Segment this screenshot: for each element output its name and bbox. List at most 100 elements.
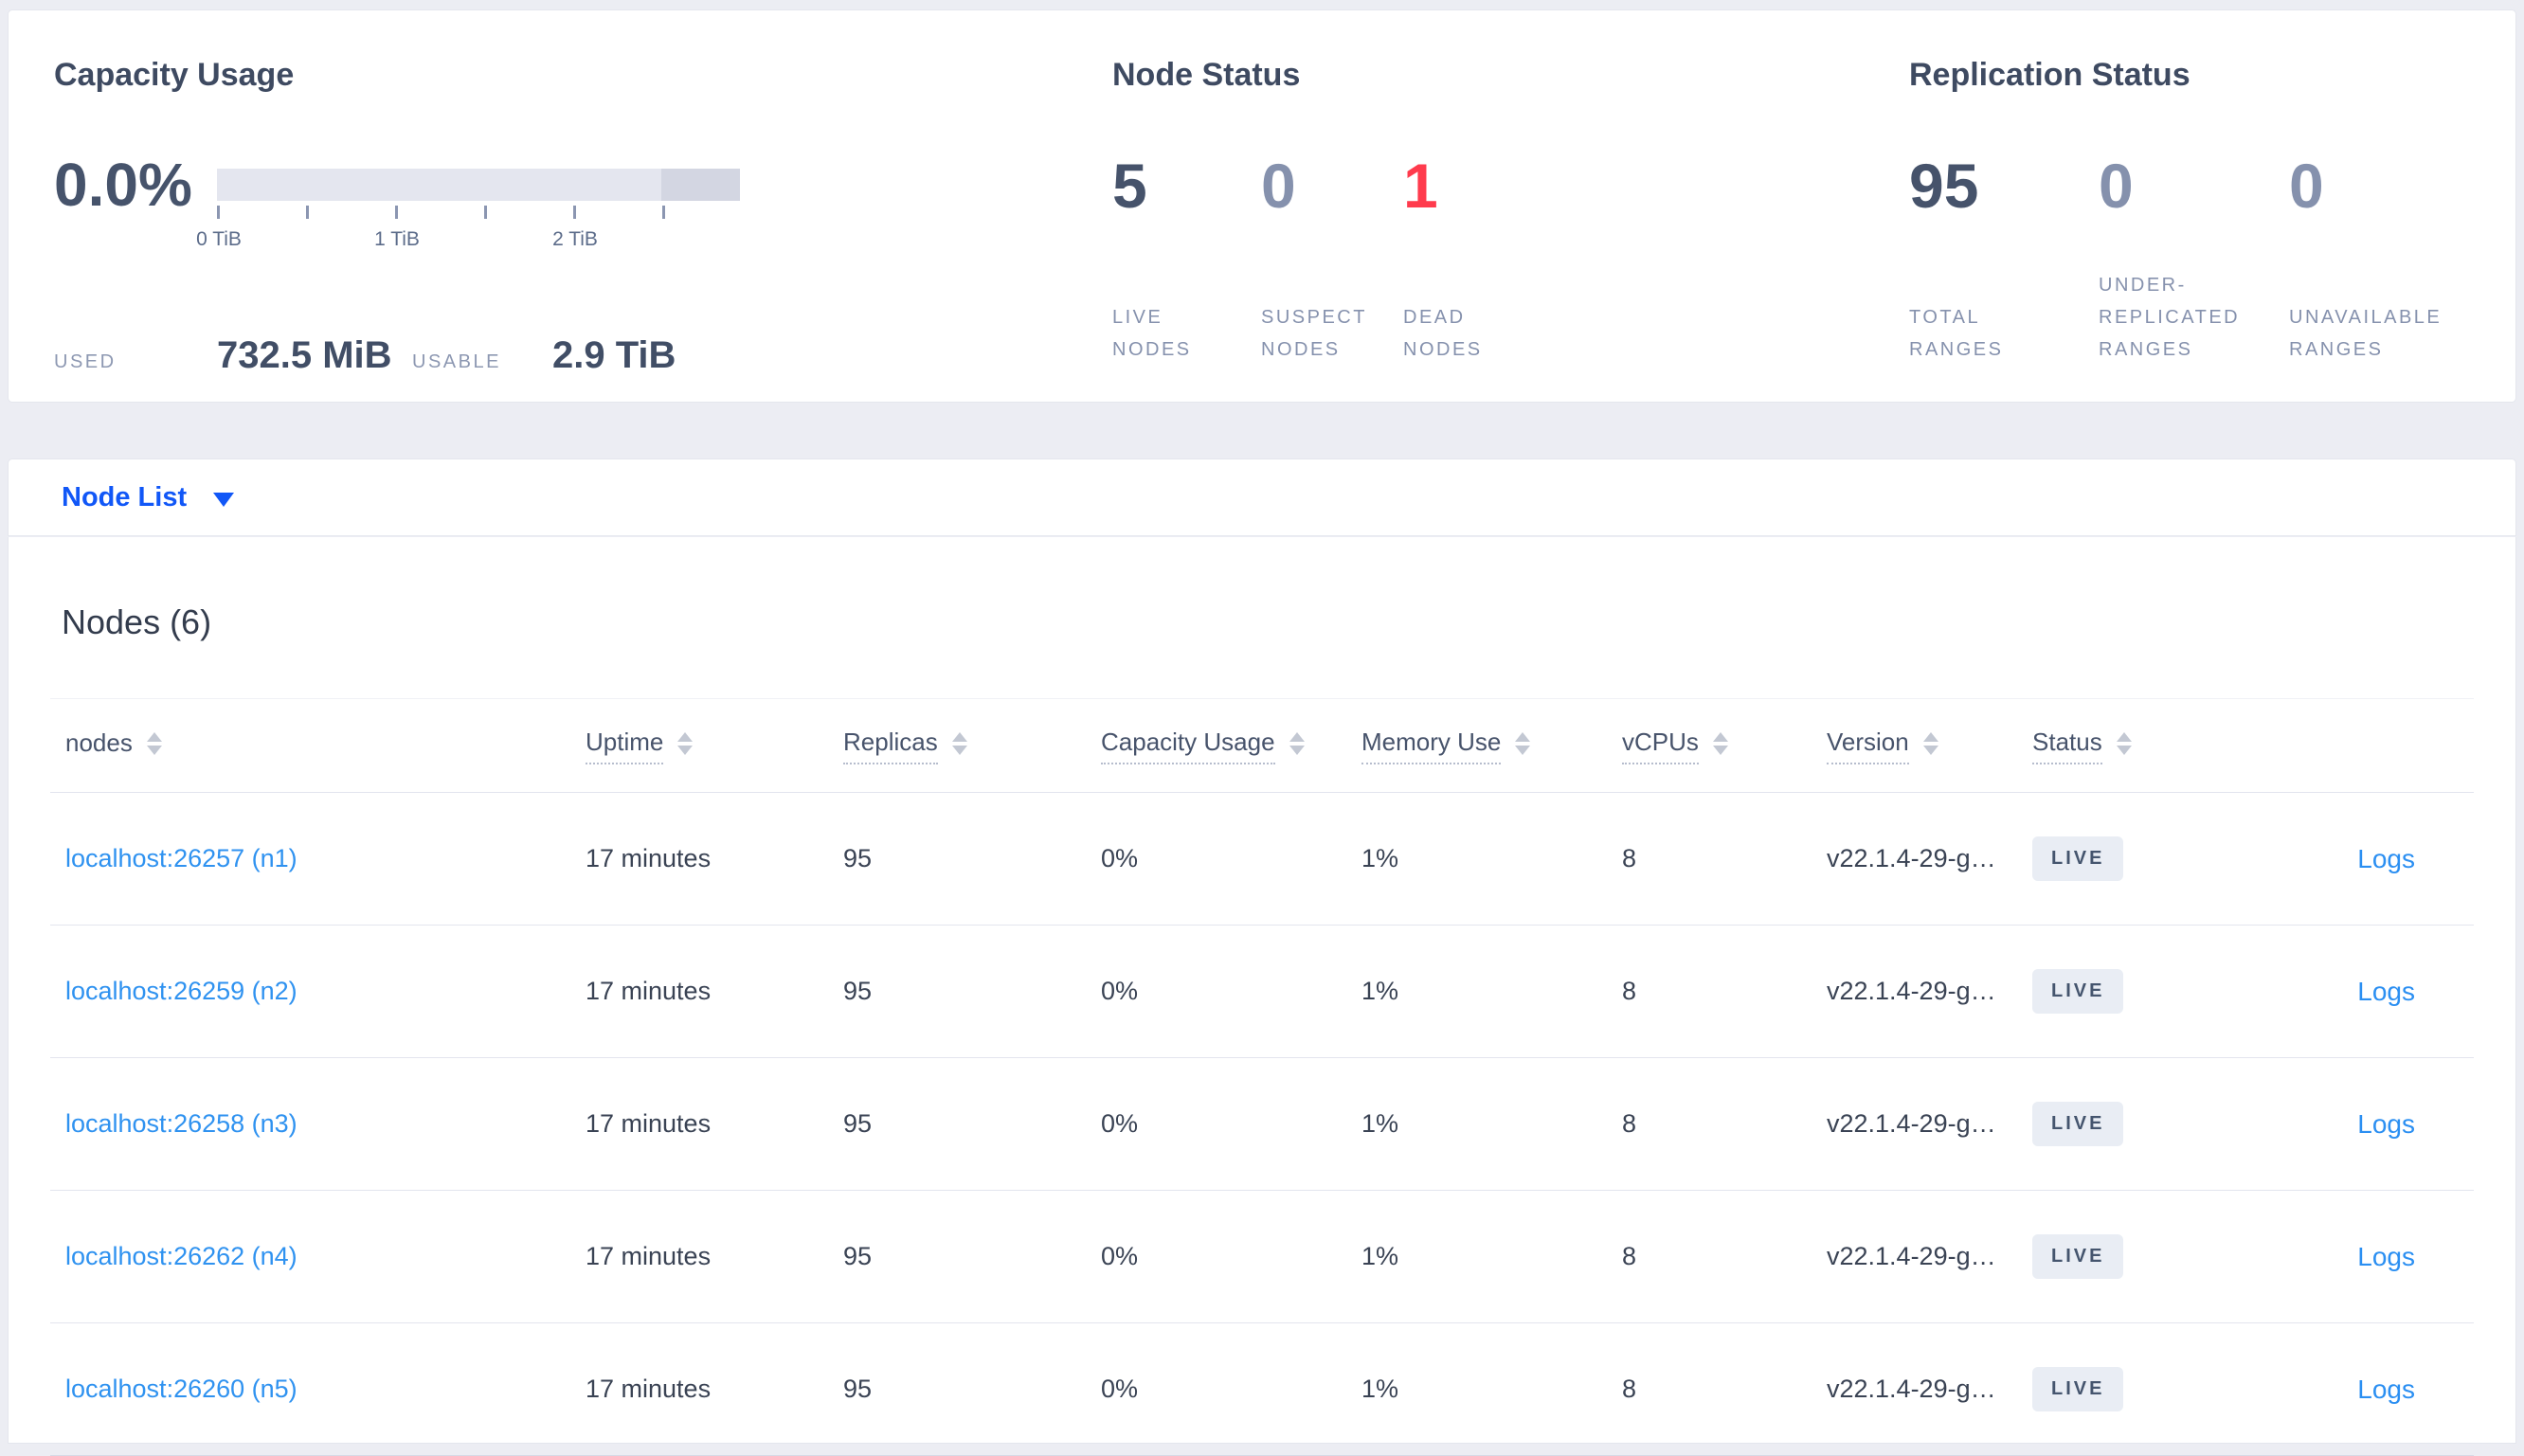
dead-nodes-count: 1 [1403, 151, 1438, 221]
view-selector-bar: Node List [8, 458, 2516, 536]
column-header-nodes[interactable]: nodes [50, 728, 570, 764]
capacity-bar [217, 169, 740, 201]
column-header-status[interactable]: Status [2017, 728, 2212, 764]
axis-label: 2 TiB [552, 228, 598, 250]
replicas-cell: 95 [843, 977, 873, 1005]
sort-icon [2116, 732, 2132, 755]
cluster-summary-card: Capacity Usage 0.0% 0 TiB 1 TiB [8, 9, 2516, 403]
version-cell: v22.1.4-29-g… [1827, 1375, 1996, 1403]
memory-cell: 1% [1361, 1375, 1399, 1403]
sort-icon [1289, 732, 1305, 755]
nodes-table-card: Nodes (6) nodes Uptime Replicas Capacity… [8, 537, 2516, 1456]
axis-label: 1 TiB [374, 228, 420, 250]
capacity-axis-labels: 0 TiB 1 TiB 2 TiB [196, 228, 740, 253]
uptime-cell: 17 minutes [586, 1109, 712, 1138]
sort-up-arrow [1712, 732, 1728, 742]
capacity-cell: 0% [1101, 1242, 1139, 1270]
column-header-vcpus[interactable]: vCPUs [1607, 728, 1812, 764]
vcpus-cell: 8 [1622, 977, 1637, 1005]
sort-down-arrow [1515, 746, 1531, 755]
logs-link[interactable]: Logs [2357, 1108, 2415, 1139]
under-replicated-ranges-label: UNDER-REPLICATED RANGES [2099, 275, 2241, 360]
axis-tick [573, 206, 576, 219]
replication-status-labels: TOTAL RANGES UNDER-REPLICATED RANGES UNA… [1909, 239, 2515, 366]
capacity-used-percent: 0.0% [54, 151, 192, 219]
axis-tick [484, 206, 487, 219]
capacity-used-usable-row: USED 732.5 MiB USABLE 2.9 TiB [54, 334, 1112, 377]
vcpus-cell: 8 [1622, 844, 1637, 872]
sort-icon [1712, 732, 1728, 755]
node-list-view-selector[interactable]: Node List [62, 481, 235, 513]
axis-tick [217, 206, 220, 219]
sort-down-arrow [2116, 746, 2132, 755]
replicas-cell: 95 [843, 1375, 873, 1403]
node-link[interactable]: localhost:26258 (n3) [65, 1109, 297, 1138]
column-header-memory-use[interactable]: Memory Use [1346, 728, 1607, 764]
vcpus-cell: 8 [1622, 1109, 1637, 1138]
table-row: localhost:26260 (n5) 17 minutes 95 0% 1%… [50, 1323, 2474, 1456]
table-row: localhost:26258 (n3) 17 minutes 95 0% 1%… [50, 1058, 2474, 1191]
vcpus-cell: 8 [1622, 1375, 1637, 1403]
capacity-usage-title: Capacity Usage [54, 57, 295, 93]
axis-tick [662, 206, 665, 219]
sort-icon [1922, 732, 1938, 755]
node-link[interactable]: localhost:26259 (n2) [65, 977, 297, 1005]
sort-up-arrow [1515, 732, 1531, 742]
vcpus-cell: 8 [1622, 1242, 1637, 1270]
view-selector-label: Node List [62, 481, 188, 512]
sort-up-arrow [677, 732, 694, 742]
sort-icon [677, 732, 694, 755]
uptime-cell: 17 minutes [586, 977, 712, 1005]
sort-up-arrow [1289, 732, 1305, 742]
node-status-values: 5 0 1 [1112, 148, 1909, 224]
status-badge: LIVE [2032, 1102, 2124, 1146]
column-header-version[interactable]: Version [1812, 728, 2017, 764]
total-ranges-label: TOTAL RANGES [1909, 307, 2004, 360]
status-badge: LIVE [2032, 969, 2124, 1014]
capacity-cell: 0% [1101, 1109, 1139, 1138]
node-link[interactable]: localhost:26262 (n4) [65, 1242, 297, 1270]
sort-down-arrow [951, 746, 967, 755]
memory-cell: 1% [1361, 1242, 1399, 1270]
unavailable-ranges-label: UNAVAILABLE RANGES [2289, 307, 2443, 360]
version-cell: v22.1.4-29-g… [1827, 844, 1996, 872]
sort-icon [1515, 732, 1531, 755]
unavailable-ranges-count: 0 [2289, 151, 2324, 221]
logs-link[interactable]: Logs [2357, 1374, 2415, 1404]
node-status-title: Node Status [1112, 57, 1301, 93]
dead-nodes-label: DEAD NODES [1403, 307, 1483, 360]
node-link[interactable]: localhost:26260 (n5) [65, 1375, 297, 1403]
capacity-cell: 0% [1101, 844, 1139, 872]
sort-down-arrow [146, 746, 162, 755]
axis-tick [395, 206, 398, 219]
memory-cell: 1% [1361, 1109, 1399, 1138]
node-link[interactable]: localhost:26257 (n1) [65, 844, 297, 872]
column-header-capacity-usage[interactable]: Capacity Usage [1086, 728, 1346, 764]
status-badge: LIVE [2032, 1234, 2124, 1279]
column-header-uptime[interactable]: Uptime [570, 728, 828, 764]
suspect-nodes-label: SUSPECT NODES [1261, 307, 1367, 360]
replicas-cell: 95 [843, 844, 873, 872]
memory-cell: 1% [1361, 844, 1399, 872]
logs-link[interactable]: Logs [2357, 1241, 2415, 1271]
status-badge: LIVE [2032, 1367, 2124, 1411]
table-row: localhost:26262 (n4) 17 minutes 95 0% 1%… [50, 1191, 2474, 1323]
capacity-cell: 0% [1101, 1375, 1139, 1403]
sort-up-arrow [146, 732, 162, 742]
column-header-replicas[interactable]: Replicas [828, 728, 1086, 764]
logs-link[interactable]: Logs [2357, 843, 2415, 873]
capacity-bar-dark-segment [661, 169, 740, 201]
used-value: 732.5 MiB [217, 334, 392, 376]
sort-down-arrow [1712, 746, 1728, 755]
uptime-cell: 17 minutes [586, 1242, 712, 1270]
nodes-count-title: Nodes (6) [62, 602, 212, 641]
replication-status-section: Replication Status 95 0 0 TOTAL RANGES U… [1909, 56, 2515, 402]
capacity-usage-chart: 0 TiB 1 TiB 2 TiB [196, 169, 740, 253]
axis-label: 0 TiB [196, 228, 242, 250]
node-status-labels: LIVE NODES SUSPECT NODES DEAD NODES [1112, 239, 1909, 366]
capacity-cell: 0% [1101, 977, 1139, 1005]
sort-up-arrow [2116, 732, 2132, 742]
under-replicated-ranges-count: 0 [2099, 151, 2134, 221]
replicas-cell: 95 [843, 1242, 873, 1270]
logs-link[interactable]: Logs [2357, 976, 2415, 1006]
